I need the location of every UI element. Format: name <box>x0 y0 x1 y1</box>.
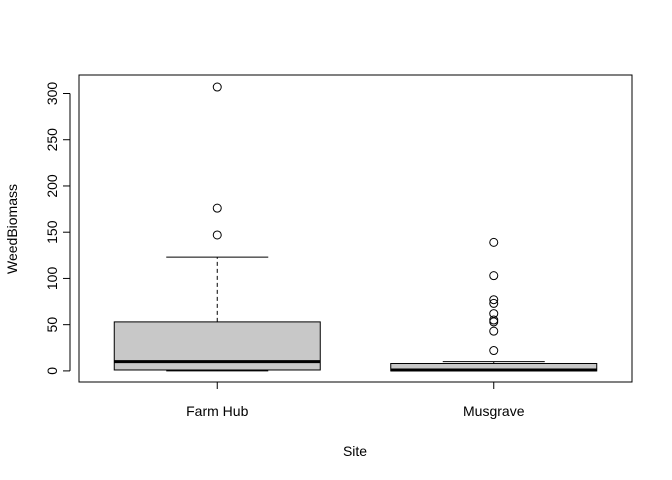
outlier-point <box>489 237 499 247</box>
y-tick-label: 0 <box>44 367 60 375</box>
box-group <box>113 82 321 372</box>
outlier-point <box>212 203 222 213</box>
outlier-point <box>489 315 499 325</box>
outlier-point <box>489 346 499 356</box>
y-tick-label: 50 <box>44 317 60 333</box>
x-tick-label: Farm Hub <box>186 403 248 419</box>
y-tick-label: 100 <box>44 267 60 291</box>
outlier-point <box>489 317 499 327</box>
y-axis: 0 50 100 150 200 250 300 <box>44 82 71 375</box>
box-group <box>390 237 598 372</box>
outlier-point <box>489 295 499 305</box>
y-tick-label: 200 <box>44 174 60 198</box>
outlier-point <box>489 326 499 336</box>
y-axis-title: WeedBiomass <box>4 184 20 274</box>
x-axis-title: Site <box>343 443 367 459</box>
outlier-point <box>489 271 499 281</box>
y-tick-label: 250 <box>44 128 60 152</box>
y-tick-label: 150 <box>44 220 60 244</box>
outlier-point <box>212 82 222 92</box>
boxes <box>113 82 598 372</box>
outlier-point <box>212 230 222 240</box>
outlier-point <box>489 298 499 308</box>
y-tick-label: 300 <box>44 82 60 106</box>
outlier-point <box>489 309 499 319</box>
x-axis: Farm Hub Musgrave <box>186 381 525 419</box>
x-tick-label: Musgrave <box>463 403 525 419</box>
